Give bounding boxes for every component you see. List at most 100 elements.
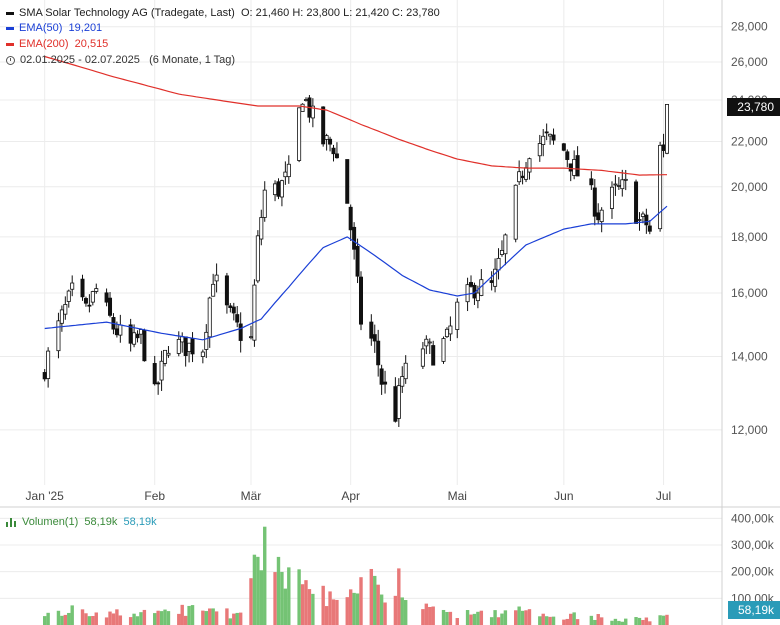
candle — [138, 329, 143, 335]
volume-bar — [63, 614, 68, 625]
volume-bar — [575, 619, 580, 625]
price-tick-label: 16,000 — [731, 286, 768, 300]
volume-bar — [153, 613, 157, 625]
ema200-legend[interactable]: EMA(200) 20,515 — [6, 37, 108, 51]
candle — [176, 338, 181, 354]
volume-bar — [424, 603, 429, 625]
date-tick-label: Mär — [241, 489, 262, 503]
candle — [489, 280, 494, 283]
volume-bar — [94, 612, 98, 625]
candle — [403, 362, 408, 380]
volume-bar — [235, 612, 239, 625]
candle — [262, 189, 267, 218]
volume-bar — [383, 602, 387, 625]
candle — [42, 372, 47, 380]
candle — [637, 219, 642, 221]
candle — [63, 304, 68, 315]
candle — [572, 159, 577, 176]
candle — [204, 331, 209, 350]
candle — [183, 336, 188, 356]
candle — [369, 321, 374, 339]
ema50-legend[interactable]: EMA(50) 19,201 — [6, 21, 102, 35]
candle — [513, 184, 518, 240]
candle — [383, 381, 388, 385]
candle — [228, 305, 233, 308]
candle — [575, 155, 580, 177]
volume-bar — [42, 616, 47, 625]
candle — [475, 292, 480, 302]
candle — [658, 144, 663, 230]
candle — [431, 345, 436, 366]
volume-bar — [403, 600, 408, 625]
date-tick-label: Mai — [448, 489, 467, 503]
candle — [187, 342, 192, 352]
candle — [620, 179, 625, 190]
candle — [589, 178, 594, 186]
volume-bar — [503, 610, 508, 625]
volume-bar — [80, 609, 85, 625]
candle — [524, 167, 529, 180]
ema200-label: EMA(200) — [19, 38, 69, 50]
volume-bar — [204, 611, 208, 625]
volume-bar — [283, 588, 288, 625]
candle — [568, 163, 573, 172]
volume-bar — [641, 619, 645, 625]
price-tick-label: 18,000 — [731, 230, 768, 244]
volume-bar — [548, 616, 552, 625]
volume-bar — [328, 591, 332, 625]
candle — [152, 363, 157, 385]
volume-bar — [599, 617, 604, 625]
volume-bar — [276, 556, 281, 625]
volume-bar — [304, 580, 308, 625]
volume-bar — [373, 575, 377, 625]
candle — [180, 336, 185, 343]
ema200-swatch — [6, 42, 14, 46]
candle — [664, 104, 669, 154]
candle — [345, 159, 350, 204]
volume-bar — [476, 611, 480, 625]
candle — [56, 320, 61, 352]
candle — [537, 143, 542, 157]
volume-bar — [400, 597, 404, 625]
candle — [303, 99, 308, 101]
volume-bar — [624, 618, 628, 625]
candle — [190, 338, 195, 355]
volume-bar — [211, 608, 215, 625]
volume-bar — [610, 620, 614, 625]
candle — [279, 180, 284, 198]
volume-bar — [256, 556, 260, 625]
volume-bar — [139, 612, 143, 625]
volume-bar — [183, 615, 188, 625]
volume-bar — [658, 615, 662, 625]
candle — [613, 183, 618, 186]
volume-bar — [613, 618, 618, 625]
candle — [87, 304, 92, 307]
candle — [493, 268, 498, 287]
candle — [455, 301, 460, 330]
candle — [634, 181, 639, 224]
volume-bar — [108, 611, 112, 625]
volume-bar — [455, 618, 459, 625]
candle — [118, 324, 123, 336]
volume-bar — [163, 609, 167, 625]
volume-bar — [159, 611, 164, 625]
candle — [372, 334, 377, 342]
chart-title: SMA Solar Technology AG (Tradegate, Last… — [6, 6, 440, 20]
candle — [623, 178, 628, 181]
candle — [465, 284, 470, 303]
volume-bar — [300, 584, 305, 625]
candle — [441, 338, 446, 362]
date-range-legend[interactable]: 02.01.2025 - 02.07.2025 (6 Monate, 1 Tag… — [6, 53, 235, 67]
volume-bar — [569, 613, 573, 625]
candle — [94, 288, 99, 292]
date-range-detail: (6 Monate, 1 Tag) — [149, 54, 236, 66]
price-tick-label: 20,000 — [731, 180, 768, 194]
date-tick-label: Feb — [144, 489, 165, 503]
volume-tick-label: 400,00k — [731, 511, 775, 525]
volume-bar — [634, 617, 638, 625]
volume-legend[interactable]: Volumen(1) 58,19k 58,19k — [6, 516, 157, 528]
volume-bar — [665, 614, 669, 625]
volume-value: 58,19k — [84, 516, 118, 528]
candle — [599, 209, 604, 223]
